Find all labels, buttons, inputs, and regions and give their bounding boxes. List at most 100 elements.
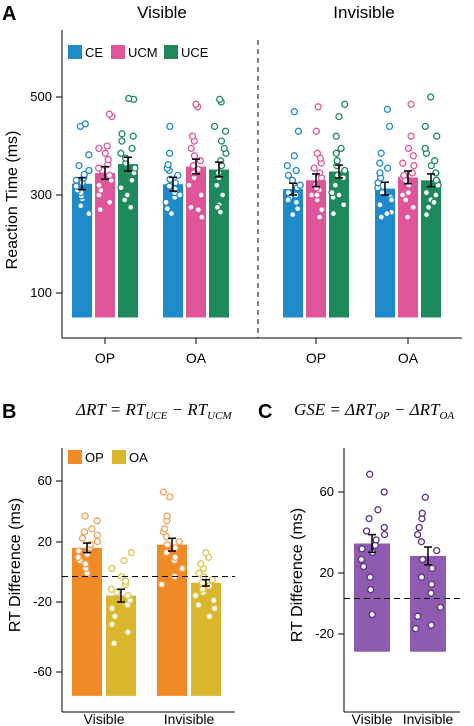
- data-point-ucm: [101, 149, 109, 157]
- data-point-gse: [365, 514, 373, 523]
- data-point-uce: [432, 176, 441, 184]
- c-ytick: 60: [320, 484, 334, 499]
- a-ytick: 100: [30, 285, 52, 300]
- data-point-uce: [331, 181, 339, 189]
- data-point-ucm: [313, 149, 321, 157]
- bar-oa: [106, 595, 136, 696]
- data-point-oa: [208, 576, 217, 584]
- data-point-ucm: [399, 159, 407, 167]
- data-point-oa: [127, 548, 135, 557]
- data-point-oa: [108, 604, 116, 612]
- data-point-ucm: [316, 154, 325, 162]
- legend-label-ce: CE: [85, 45, 103, 60]
- data-point-ce: [376, 201, 384, 209]
- panel-a-marks: [72, 93, 442, 318]
- data-point-gse: [418, 509, 426, 517]
- data-point-ce: [292, 198, 301, 206]
- data-point-op: [171, 544, 180, 552]
- panel-a-axes: [61, 30, 462, 339]
- data-point-ce: [85, 209, 93, 218]
- data-point-ce: [72, 176, 81, 184]
- legend-label-op: OP: [85, 450, 104, 465]
- panel-c-equation: GSE = ΔRTOP − ΔRTOA: [294, 400, 454, 422]
- panel-b-legend: OP OA: [68, 450, 148, 465]
- data-point-uce: [125, 94, 133, 103]
- data-point-uce: [123, 191, 131, 199]
- data-point-op: [81, 560, 90, 568]
- data-point-gse: [427, 621, 435, 629]
- data-point-op: [93, 537, 102, 546]
- data-point-oa: [123, 601, 132, 609]
- data-point-uce: [328, 188, 336, 197]
- data-point-ce: [376, 169, 384, 177]
- data-point-uce: [131, 164, 139, 172]
- panel-c-xcats: Visible Invisible: [352, 711, 454, 726]
- data-point-gse: [357, 555, 366, 564]
- panel-b-ylabel: RT Difference (ms): [7, 498, 24, 632]
- data-point-ce: [293, 205, 302, 213]
- bar-ucm: [186, 166, 206, 318]
- data-point-uce: [128, 144, 136, 153]
- data-point-ucm: [197, 191, 205, 199]
- data-point-ce: [165, 149, 174, 157]
- c-ytick: 20: [320, 565, 334, 580]
- data-point-op: [81, 512, 89, 520]
- data-point-ucm: [185, 181, 193, 189]
- data-point-gse: [428, 580, 436, 588]
- c-xtick: Invisible: [403, 711, 454, 726]
- legend-swatch-op: [68, 450, 82, 464]
- data-point-ce: [376, 159, 384, 167]
- data-point-op: [88, 525, 96, 533]
- data-point-uce: [213, 203, 222, 211]
- data-point-uce: [431, 157, 439, 165]
- legend-swatch-ce: [68, 45, 82, 59]
- data-point-uce: [127, 203, 135, 211]
- data-point-ucm: [187, 203, 195, 211]
- data-point-ce: [292, 166, 300, 175]
- legend-swatch-ucm: [111, 45, 125, 59]
- data-point-ucm: [314, 103, 322, 111]
- data-point-ucm: [409, 203, 417, 211]
- data-point-op: [163, 541, 172, 549]
- data-point-gse: [362, 527, 371, 535]
- data-point-uce: [427, 93, 435, 101]
- data-point-uce: [118, 130, 126, 138]
- data-point-oa: [202, 548, 210, 557]
- data-point-uce: [118, 137, 126, 145]
- b-ytick: -60: [33, 664, 52, 679]
- panel-b-label: B: [2, 401, 16, 423]
- data-point-oa: [210, 596, 218, 605]
- data-point-op: [80, 528, 89, 536]
- data-point-ce: [377, 149, 385, 157]
- bar-ce: [375, 188, 395, 318]
- data-point-op: [74, 553, 82, 562]
- data-point-ucm: [407, 100, 415, 108]
- data-point-ucm: [95, 181, 103, 189]
- a-ytick: 300: [30, 187, 52, 202]
- bar-ce: [163, 184, 183, 318]
- data-point-ucm: [194, 206, 202, 214]
- panel-b-equation: ΔRT = RTUCE − RTUCM: [75, 400, 232, 422]
- data-point-gse: [367, 585, 375, 594]
- data-point-ucm: [403, 213, 412, 221]
- data-point-gse: [368, 610, 376, 619]
- data-point-ce: [165, 182, 174, 190]
- a-ytick: 500: [30, 89, 52, 104]
- data-point-op: [159, 488, 168, 496]
- data-point-uce: [329, 209, 338, 218]
- data-point-oa: [197, 560, 205, 568]
- panel-a-label: A: [2, 3, 16, 25]
- data-point-oa: [113, 588, 121, 597]
- b-xtick: Invisible: [164, 711, 215, 726]
- data-point-gse: [433, 546, 441, 555]
- bar-uce: [209, 169, 229, 318]
- data-point-op: [171, 553, 179, 562]
- data-point-op: [166, 493, 174, 501]
- b-ytick: 20: [38, 534, 52, 549]
- data-point-op: [158, 580, 166, 589]
- data-point-ce: [284, 196, 292, 204]
- data-point-ce: [81, 120, 89, 128]
- data-point-oa: [120, 556, 128, 565]
- data-point-uce: [432, 169, 440, 177]
- data-point-gse: [428, 564, 436, 572]
